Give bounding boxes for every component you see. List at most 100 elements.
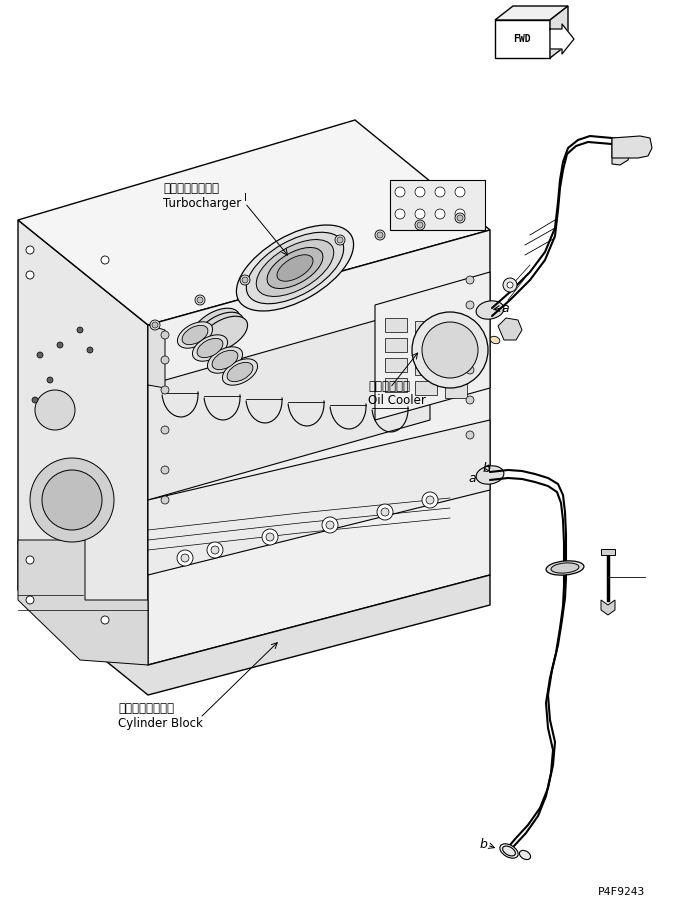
Ellipse shape [212,350,238,369]
Circle shape [207,542,223,558]
Circle shape [266,533,274,541]
Circle shape [262,529,278,545]
Polygon shape [18,120,490,325]
Bar [415,381,437,395]
Circle shape [466,301,474,309]
Text: P4F9243: P4F9243 [598,887,645,897]
Bar [415,321,437,335]
Circle shape [455,187,465,197]
Polygon shape [18,560,490,695]
Circle shape [455,209,465,219]
Bar [415,361,437,375]
Bar [445,344,467,358]
Circle shape [466,366,474,374]
Circle shape [26,246,34,254]
Circle shape [195,295,205,305]
Circle shape [101,256,109,264]
Circle shape [426,496,434,504]
Ellipse shape [193,335,227,361]
Polygon shape [612,138,632,165]
Circle shape [377,232,383,238]
Text: b: b [479,838,487,852]
Circle shape [161,386,169,394]
Circle shape [455,213,465,223]
Circle shape [375,230,385,240]
Polygon shape [601,600,615,615]
Circle shape [466,276,474,284]
Circle shape [381,508,389,516]
Circle shape [395,187,405,197]
Polygon shape [375,272,490,420]
Bar [601,549,615,555]
Circle shape [415,220,425,230]
Circle shape [240,275,250,285]
Ellipse shape [551,563,579,573]
Circle shape [47,377,53,383]
Circle shape [422,492,438,508]
Bar [385,318,407,332]
Circle shape [435,209,445,219]
Ellipse shape [546,561,584,575]
Polygon shape [18,220,148,665]
Text: a: a [501,301,509,315]
Bar [445,324,467,338]
Circle shape [26,596,34,604]
Polygon shape [498,318,522,340]
Text: Oil Cooler: Oil Cooler [368,393,426,407]
Polygon shape [18,540,148,665]
Ellipse shape [267,248,323,288]
Circle shape [101,616,109,624]
Polygon shape [550,24,574,54]
Circle shape [161,426,169,434]
Circle shape [42,470,102,530]
Text: シリンダブロック: シリンダブロック [118,702,174,714]
Ellipse shape [256,239,334,297]
Circle shape [152,322,158,328]
Circle shape [415,209,425,219]
Circle shape [161,496,169,504]
Circle shape [503,278,517,292]
Circle shape [412,312,488,388]
Polygon shape [148,420,490,575]
Text: ターボチャージャ: ターボチャージャ [163,181,219,195]
Circle shape [57,342,63,348]
Circle shape [242,277,248,283]
Text: FWD: FWD [513,34,531,44]
Polygon shape [612,136,652,158]
Ellipse shape [503,846,516,856]
Polygon shape [148,230,490,665]
Circle shape [77,327,83,333]
Bar [385,338,407,352]
Circle shape [466,431,474,439]
Ellipse shape [476,301,504,319]
Circle shape [26,271,34,279]
Ellipse shape [500,844,518,858]
Ellipse shape [490,337,500,344]
Circle shape [326,521,334,529]
Text: b: b [482,461,490,474]
Circle shape [415,187,425,197]
Circle shape [177,550,193,566]
Ellipse shape [520,851,531,860]
Polygon shape [148,325,165,388]
Circle shape [422,322,478,378]
Bar [445,384,467,398]
Ellipse shape [247,232,344,304]
Ellipse shape [182,326,208,345]
FancyBboxPatch shape [390,180,485,230]
Circle shape [377,504,393,520]
Circle shape [457,215,463,221]
Polygon shape [495,6,568,20]
Circle shape [161,466,169,474]
Ellipse shape [277,255,313,281]
Text: オイルクーラ: オイルクーラ [368,379,410,392]
Circle shape [211,546,219,554]
Ellipse shape [476,466,504,484]
Polygon shape [495,20,550,58]
Ellipse shape [193,308,240,344]
Text: a: a [468,471,476,484]
Circle shape [32,397,38,403]
Ellipse shape [197,312,244,348]
Circle shape [161,356,169,364]
Circle shape [417,222,423,228]
